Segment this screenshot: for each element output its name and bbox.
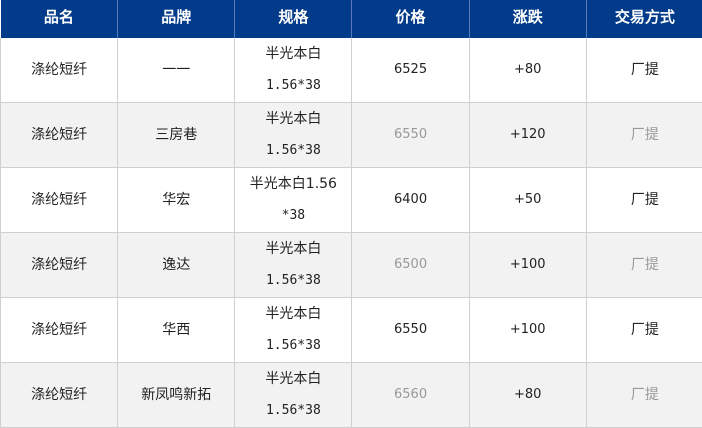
spec-line-2: *38 bbox=[235, 200, 351, 232]
spec-line-1: 半光本白 bbox=[235, 38, 351, 70]
spec-line-2: 1.56*38 bbox=[235, 135, 351, 167]
spec-line-2: 1.56*38 bbox=[235, 265, 351, 297]
cell-price: 6500 bbox=[352, 233, 469, 298]
header-name: 品名 bbox=[1, 0, 118, 38]
header-spec: 规格 bbox=[235, 0, 352, 38]
cell-trade-mode: 厂提 bbox=[586, 363, 702, 428]
spec-line-1: 半光本白 bbox=[235, 298, 351, 330]
header-price: 价格 bbox=[352, 0, 469, 38]
cell-price: 6550 bbox=[352, 103, 469, 168]
cell-trade-mode: 厂提 bbox=[586, 38, 702, 103]
cell-brand: 三房巷 bbox=[118, 103, 235, 168]
header-trade-mode: 交易方式 bbox=[586, 0, 702, 38]
cell-name: 涤纶短纤 bbox=[1, 233, 118, 298]
spec-line-1: 半光本白1.56 bbox=[235, 168, 351, 200]
cell-trade-mode: 厂提 bbox=[586, 298, 702, 363]
cell-change: +80 bbox=[469, 38, 586, 103]
cell-price: 6560 bbox=[352, 363, 469, 428]
cell-brand: 逸达 bbox=[118, 233, 235, 298]
cell-change: +120 bbox=[469, 103, 586, 168]
spec-line-2: 1.56*38 bbox=[235, 70, 351, 102]
cell-change: +50 bbox=[469, 168, 586, 233]
cell-change: +80 bbox=[469, 363, 586, 428]
cell-name: 涤纶短纤 bbox=[1, 103, 118, 168]
cell-trade-mode: 厂提 bbox=[586, 103, 702, 168]
header-row: 品名 品牌 规格 价格 涨跌 交易方式 bbox=[1, 0, 702, 38]
cell-trade-mode: 厂提 bbox=[586, 233, 702, 298]
header-brand: 品牌 bbox=[118, 0, 235, 38]
spec-line-1: 半光本白 bbox=[235, 363, 351, 395]
spec-line-1: 半光本白 bbox=[235, 103, 351, 135]
spec-line-2: 1.56*38 bbox=[235, 330, 351, 362]
cell-brand: 华西 bbox=[118, 298, 235, 363]
cell-price: 6525 bbox=[352, 38, 469, 103]
cell-brand: 一一 bbox=[118, 38, 235, 103]
cell-name: 涤纶短纤 bbox=[1, 363, 118, 428]
header-change: 涨跌 bbox=[469, 0, 586, 38]
spec-line-1: 半光本白 bbox=[235, 233, 351, 265]
cell-brand: 新凤鸣新拓 bbox=[118, 363, 235, 428]
cell-brand: 华宏 bbox=[118, 168, 235, 233]
cell-spec: 半光本白1.56*38 bbox=[235, 168, 352, 233]
cell-trade-mode: 厂提 bbox=[586, 168, 702, 233]
cell-name: 涤纶短纤 bbox=[1, 298, 118, 363]
cell-price: 6400 bbox=[352, 168, 469, 233]
cell-change: +100 bbox=[469, 298, 586, 363]
cell-name: 涤纶短纤 bbox=[1, 168, 118, 233]
cell-price: 6550 bbox=[352, 298, 469, 363]
spec-line-2: 1.56*38 bbox=[235, 395, 351, 427]
cell-change: +100 bbox=[469, 233, 586, 298]
cell-name: 涤纶短纤 bbox=[1, 38, 118, 103]
